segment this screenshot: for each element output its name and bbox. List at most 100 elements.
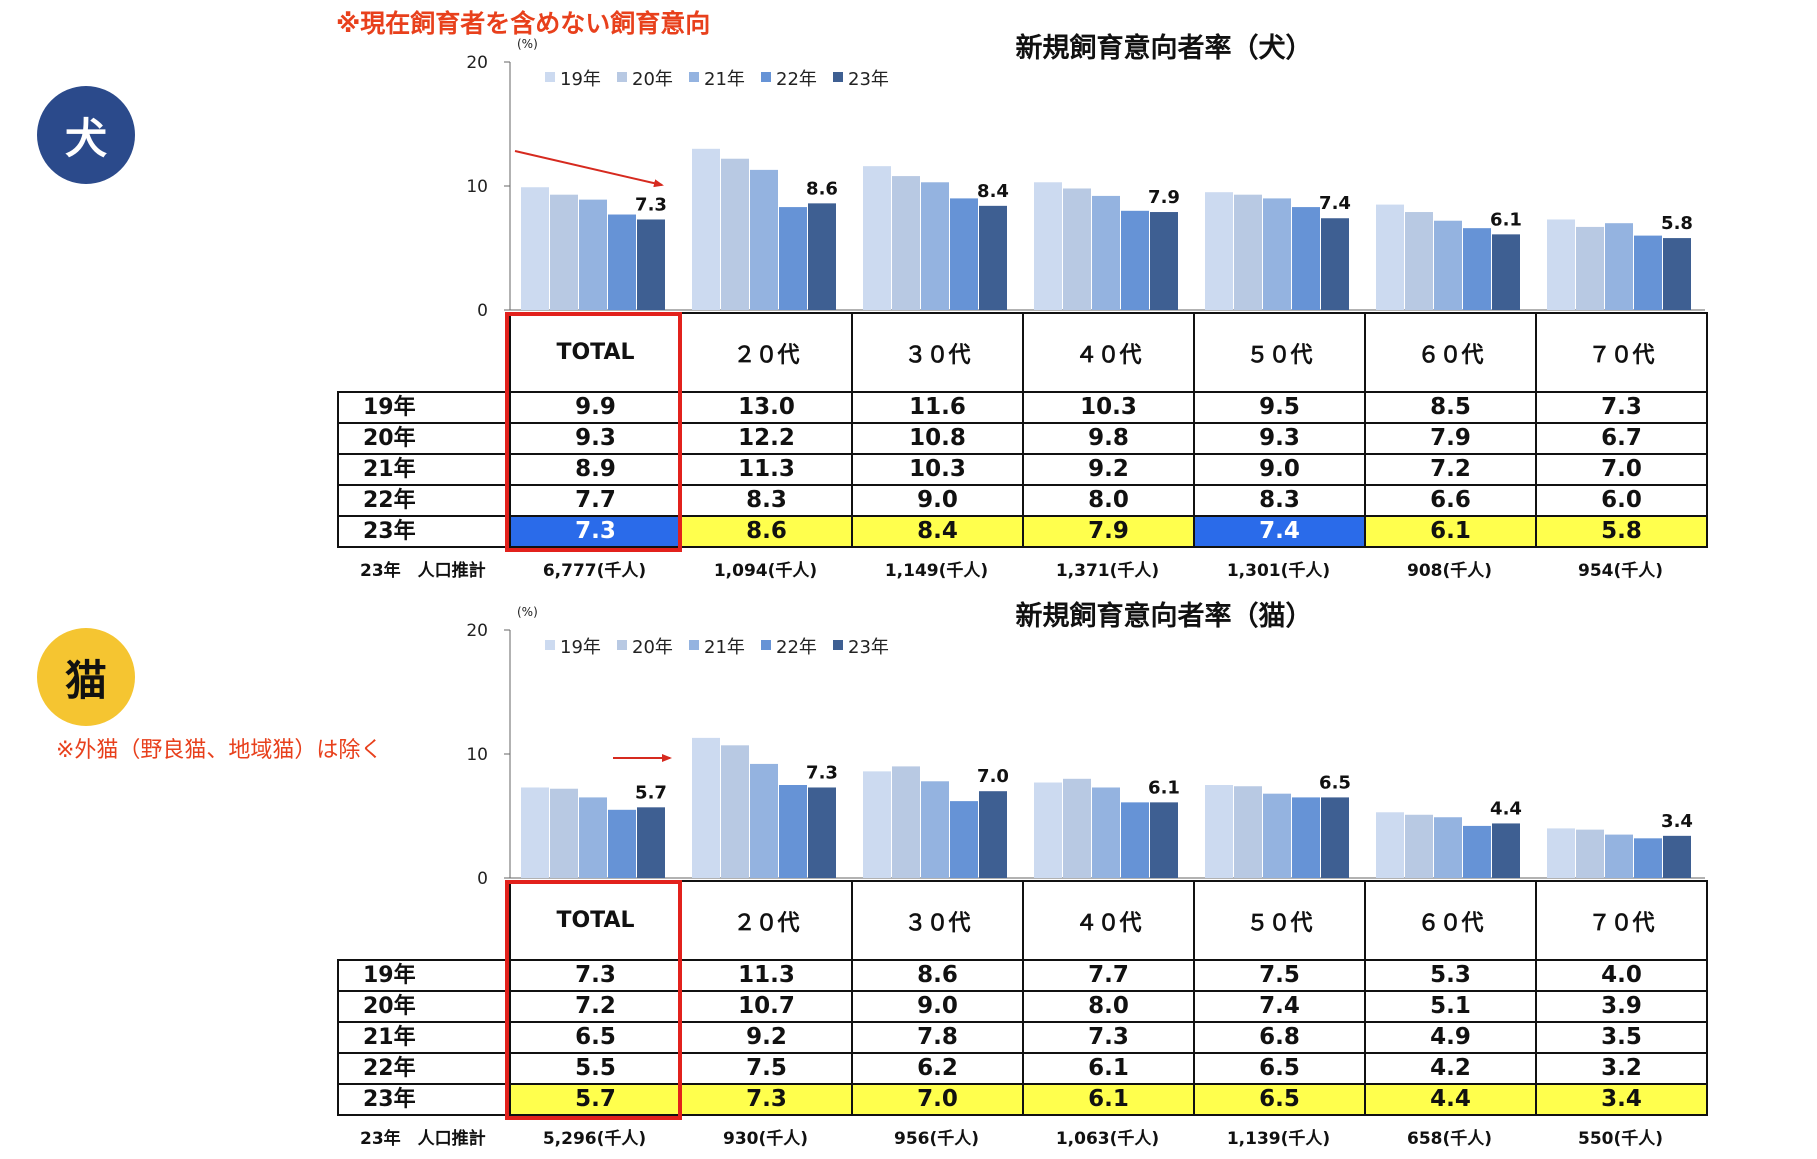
bar-0-4 — [637, 219, 665, 310]
table-cell: 9.0 — [851, 990, 1024, 1023]
population-value: 550(千人) — [1577, 1129, 1664, 1149]
table-cell: 5.3 — [1364, 959, 1537, 992]
table-cell: 12.2 — [680, 422, 853, 455]
header-cell: ７０代 — [1535, 880, 1708, 961]
table-cell: 5.7 — [509, 1083, 682, 1116]
cat-population-row: 23年 人口推計 5,296(千人) 930(千人) 956(千人) 1,063(千人)… — [337, 1124, 1717, 1149]
bar-4-3 — [1292, 207, 1320, 310]
bar-6-1 — [1576, 226, 1604, 310]
y-unit-label: (%) — [517, 37, 538, 51]
bar-0-2 — [579, 797, 607, 878]
table-cell: 9.0 — [851, 484, 1024, 517]
bar-5-4 — [1492, 234, 1520, 310]
header-cell: ４０代 — [1022, 312, 1195, 393]
bar-1-0 — [692, 148, 720, 310]
bar-0-4 — [637, 807, 665, 878]
bar-2-4 — [979, 791, 1007, 878]
table-row: 23年 7.3 8.6 8.4 7.9 7.4 6.1 5.8 — [337, 515, 1708, 548]
table-cell: 5.8 — [1535, 515, 1708, 548]
note-exclude-outdoor-cats: ※外猫（野良猫、地域猫）は除く — [56, 738, 383, 763]
bar-6-4 — [1663, 835, 1691, 878]
y-tick-label-10: 10 — [466, 177, 488, 197]
dog-badge: 犬 — [37, 86, 135, 184]
table-cell: 6.7 — [1535, 422, 1708, 455]
data-label-0: 5.7 — [635, 782, 667, 803]
bar-6-0 — [1547, 828, 1575, 878]
bar-6-1 — [1576, 829, 1604, 878]
header-cell: TOTAL — [509, 312, 682, 393]
bar-1-1 — [721, 745, 749, 878]
bar-2-4 — [979, 205, 1007, 310]
legend-swatch-2 — [689, 640, 699, 650]
population-label: 23年 人口推計 — [360, 561, 486, 581]
row-label: 22年 — [337, 1052, 511, 1085]
bar-3-4 — [1150, 802, 1178, 878]
table-cell: 10.3 — [851, 453, 1024, 486]
data-label-2: 8.4 — [977, 181, 1009, 202]
legend-swatch-3 — [761, 72, 771, 82]
table-cell: 7.2 — [509, 990, 682, 1023]
bar-3-3 — [1121, 802, 1149, 878]
table-cell: 7.9 — [1022, 515, 1195, 548]
bar-0-2 — [579, 199, 607, 310]
bar-2-1 — [892, 176, 920, 310]
bar-1-0 — [692, 737, 720, 878]
table-cell: 8.3 — [680, 484, 853, 517]
bar-3-2 — [1092, 787, 1120, 878]
table-cell: 6.1 — [1022, 1083, 1195, 1116]
table-cell: 8.0 — [1022, 484, 1195, 517]
header-cell: ３０代 — [851, 312, 1024, 393]
table-cell: 7.5 — [680, 1052, 853, 1085]
table-cell: 4.0 — [1535, 959, 1708, 992]
table-cell: 8.5 — [1364, 391, 1537, 424]
table-row: 23年 5.7 7.3 7.0 6.1 6.5 4.4 3.4 — [337, 1083, 1708, 1116]
table-cell: 10.3 — [1022, 391, 1195, 424]
legend-label-2: 21年 — [704, 69, 745, 90]
table-cell: 8.6 — [851, 959, 1024, 992]
row-label: 21年 — [337, 1021, 511, 1054]
legend-swatch-0 — [545, 72, 555, 82]
table-cell: 8.4 — [851, 515, 1024, 548]
table-cell: 8.9 — [509, 453, 682, 486]
bar-3-1 — [1063, 778, 1091, 878]
dog-population-row: 23年 人口推計 6,777(千人) 1,094(千人) 1,149(千人) 1,371… — [337, 556, 1717, 581]
bar-4-2 — [1263, 198, 1291, 310]
bar-3-0 — [1034, 782, 1062, 878]
table-row: 20年 7.2 10.7 9.0 8.0 7.4 5.1 3.9 — [337, 990, 1708, 1023]
header-blank-cell — [338, 313, 510, 392]
row-label: 23年 — [337, 515, 511, 548]
bar-3-3 — [1121, 210, 1149, 310]
population-value: 956(千人) — [893, 1129, 980, 1149]
table-cell: 8.3 — [1193, 484, 1366, 517]
table-cell: 6.0 — [1535, 484, 1708, 517]
population-value: 1,301(千人) — [1226, 561, 1331, 581]
header-cell: ６０代 — [1364, 880, 1537, 961]
table-cell: 6.5 — [509, 1021, 682, 1054]
row-label: 20年 — [337, 422, 511, 455]
table-row: 19年 7.3 11.3 8.6 7.7 7.5 5.3 4.0 — [337, 959, 1708, 992]
table-cell: 4.4 — [1364, 1083, 1537, 1116]
table-cell: 5.5 — [509, 1052, 682, 1085]
cat-badge: 猫 — [37, 628, 135, 726]
trend-arrow — [514, 150, 664, 188]
table-cell: 6.5 — [1193, 1083, 1366, 1116]
population-value: 5,296(千人) — [542, 1129, 647, 1149]
table-cell: 6.1 — [1022, 1052, 1195, 1085]
bar-5-3 — [1463, 228, 1491, 310]
header-cell: ４０代 — [1022, 880, 1195, 961]
bar-2-2 — [921, 781, 949, 878]
bar-6-2 — [1605, 834, 1633, 878]
bar-0-1 — [550, 194, 578, 310]
table-cell: 8.0 — [1022, 990, 1195, 1023]
bar-6-0 — [1547, 219, 1575, 310]
table-cell: 9.5 — [1193, 391, 1366, 424]
table-cell: 7.3 — [1022, 1021, 1195, 1054]
table-cell: 13.0 — [680, 391, 853, 424]
legend-label-4: 23年 — [848, 69, 889, 90]
table-cell: 3.5 — [1535, 1021, 1708, 1054]
dog-bar-chart: 0 10 20 (%) 19年 20年 21年 22年 23年 7.3 8.6 8.4 7.9 7.4 6.… — [466, 37, 1705, 321]
row-label: 19年 — [337, 959, 511, 992]
table-cell: 7.5 — [1193, 959, 1366, 992]
bar-3-4 — [1150, 212, 1178, 310]
table-cell: 7.9 — [1364, 422, 1537, 455]
